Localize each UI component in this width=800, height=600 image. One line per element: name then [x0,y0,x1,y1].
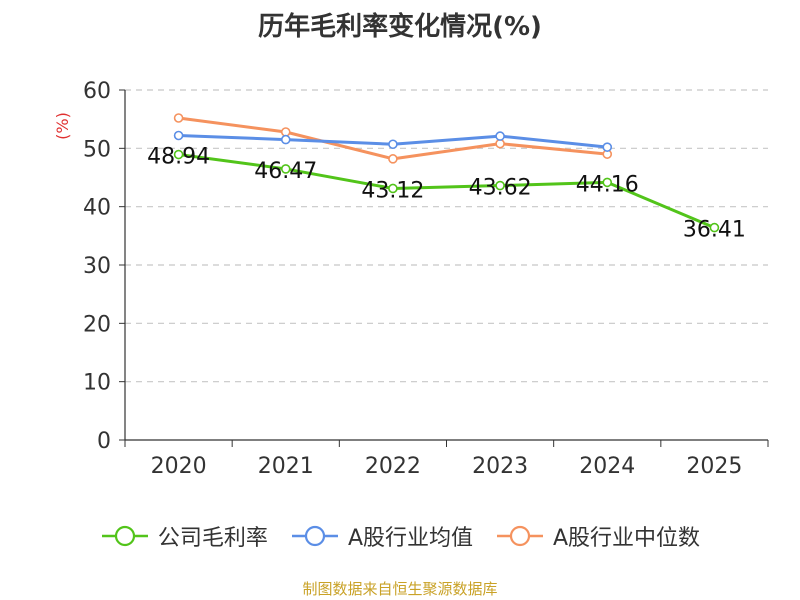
y-tick-label: 10 [83,371,111,396]
legend-label: A股行业中位数 [553,526,701,551]
legend-item[interactable]: 公司毛利率 [100,520,268,552]
x-tick-label: 2023 [472,454,528,479]
legend: 公司毛利率 A股行业均值 A股行业中位数 [0,520,800,552]
series-layer [173,113,720,233]
y-tick-label: 0 [97,429,111,454]
series-point [388,139,398,150]
series-point [388,183,398,194]
source-text: 制图数据来自恒生聚源数据库 [302,580,498,598]
series-point [495,131,505,141]
y-tick-label: 30 [83,254,111,279]
data-label: 43.62 [469,176,532,201]
chart-title: 历年毛利率变化情况(%) [258,12,542,42]
data-label: 43.12 [361,178,424,203]
series-point [495,180,505,191]
axis-layer: 0 10 20 30 40 50 60 2020 2021 2022 2023 2024 2025 (%) [53,79,769,479]
grid-layer [125,89,768,383]
data-label: 44.16 [576,172,639,197]
series-line [178,153,715,229]
legend-marker-icon [101,525,148,547]
y-axis-label: (%) [53,112,72,140]
series-point [709,222,720,233]
legend-item[interactable]: A股行业中位数 [495,520,700,552]
x-tick-label: 2021 [258,454,314,479]
series-point [280,164,291,174]
series-point [602,142,613,152]
x-tick-label: 2025 [686,454,742,479]
series-point [280,134,291,145]
x-tick-label: 2022 [365,454,421,479]
series-point [173,113,184,123]
legend-item[interactable]: A股行业均值 [290,520,473,552]
x-tick-label: 2020 [151,454,207,479]
label-layer: 48.94 46.47 43.12 43.62 44.16 36.41 [147,145,746,243]
legend-label: 公司毛利率 [157,526,268,551]
data-label: 36.41 [683,218,746,243]
y-tick-label: 40 [83,196,111,221]
y-tick-label: 50 [83,137,111,162]
legend-label: A股行业均值 [347,526,473,551]
legend-marker-icon [291,525,338,547]
x-tick-label: 2024 [579,454,635,479]
data-label: 48.94 [147,145,210,170]
series-point [173,149,184,160]
data-label: 46.47 [254,159,317,184]
series-point [388,154,398,164]
series-point [173,130,184,141]
y-tick-label: 60 [83,79,111,104]
y-tick-label: 20 [83,312,111,337]
series-point [602,177,613,188]
legend-marker-icon [497,525,543,547]
